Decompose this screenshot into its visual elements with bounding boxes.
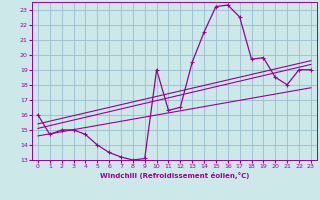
X-axis label: Windchill (Refroidissement éolien,°C): Windchill (Refroidissement éolien,°C) (100, 172, 249, 179)
